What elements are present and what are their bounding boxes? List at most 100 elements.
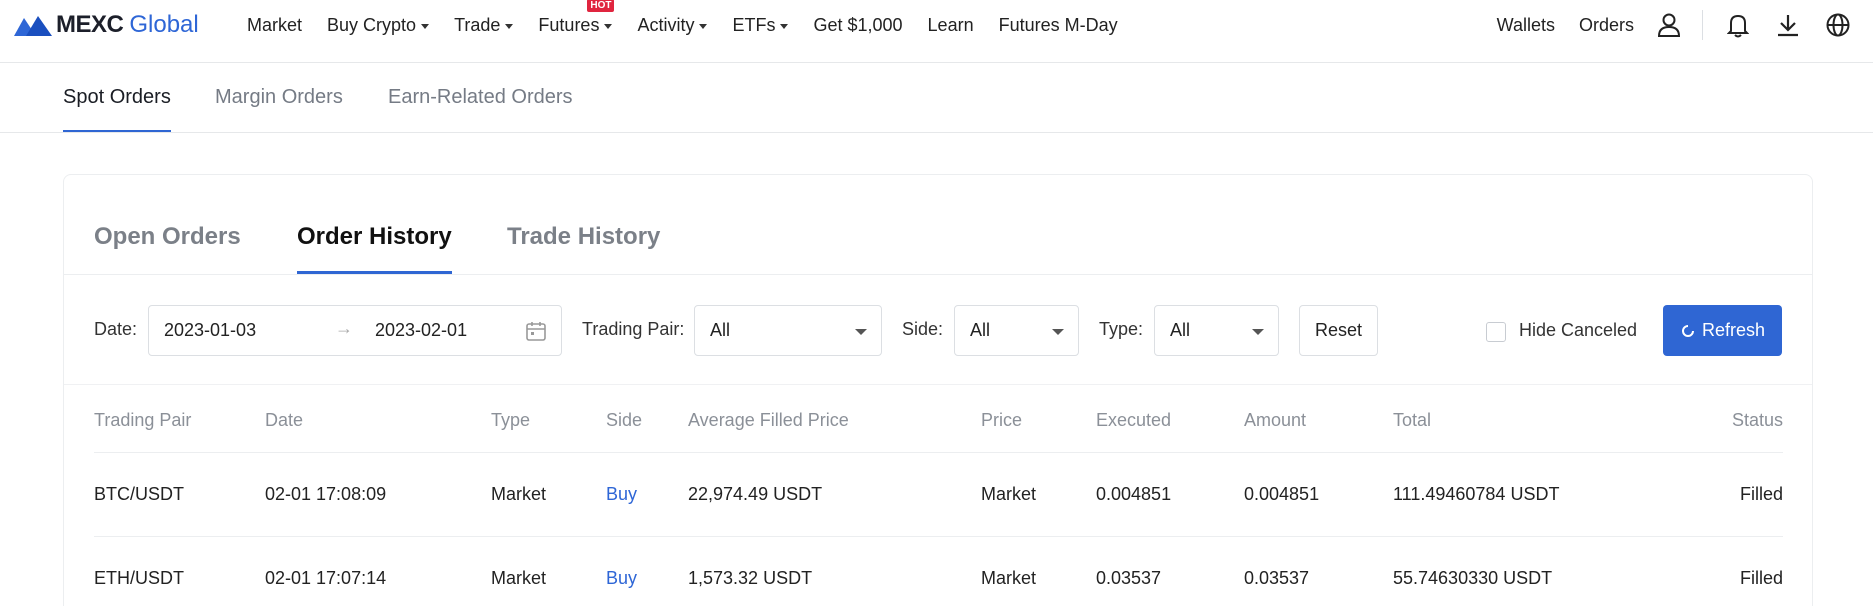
wallets-link[interactable]: Wallets (1496, 14, 1555, 35)
cell-type: Market (491, 536, 606, 606)
column-header: Average Filled Price (688, 390, 981, 453)
cell-price: Market (981, 452, 1096, 537)
cell-status: Filled (1673, 536, 1783, 606)
cell-avg-price: 22,974.49 USDT (688, 452, 981, 537)
side-select[interactable]: All (954, 305, 1079, 356)
nav-trade[interactable]: Trade (454, 13, 514, 37)
date-range-picker[interactable]: 2023-01-03 → 2023-02-01 (148, 305, 562, 356)
column-header: Trading Pair (94, 390, 265, 453)
nav-futures-mday[interactable]: Futures M-Day (999, 13, 1118, 37)
cell-status: Filled (1673, 452, 1783, 537)
date-label: Date: (94, 319, 138, 339)
date-end-input[interactable]: 2023-02-01 (375, 320, 468, 340)
cell-date: 02-01 17:07:14 (265, 536, 491, 606)
nav-etfs[interactable]: ETFs (732, 13, 789, 37)
column-header: Type (491, 390, 606, 453)
main-nav: Market Buy Crypto Trade Futures HOT Activ… (247, 0, 1143, 37)
cell-total: 111.49460784 USDT (1393, 452, 1673, 537)
tab-trade-history[interactable]: Trade History (507, 223, 661, 250)
cell-type: Market (491, 452, 606, 537)
refresh-label: Refresh (1701, 320, 1766, 340)
table-header-row: Trading Pair Date Type Side Average Fill… (94, 390, 1783, 453)
orders-link[interactable]: Orders (1578, 14, 1634, 35)
cell-pair: BTC/USDT (94, 452, 265, 537)
column-header: Side (606, 390, 688, 453)
cell-pair: ETH/USDT (94, 536, 265, 606)
trading-pair-value: All (710, 320, 731, 340)
tab-earn-related-orders[interactable]: Earn-Related Orders (388, 86, 573, 108)
brand-name: MEXC (56, 11, 124, 38)
hide-canceled-checkbox[interactable] (1486, 322, 1506, 342)
tab-margin-orders[interactable]: Margin Orders (215, 86, 343, 108)
nav-label: Buy Crypto (327, 14, 417, 35)
tab-open-orders[interactable]: Open Orders (94, 223, 241, 250)
nav-label: Trade (454, 14, 501, 35)
caret-down-icon (1252, 329, 1264, 335)
pair-label-text: Trading Pair (582, 319, 680, 339)
nav-label: Futures (538, 14, 600, 35)
caret-down-icon (780, 23, 789, 29)
table-row[interactable]: ETH/USDT 02-01 17:07:14 Market Buy 1,573… (94, 536, 1783, 606)
history-tabs: Open Orders Order History Trade History (64, 175, 1812, 275)
tab-spot-orders[interactable]: Spot Orders (63, 86, 171, 132)
cell-side: Buy (606, 536, 688, 606)
brand-suffix: Global (129, 11, 199, 38)
column-header: Executed (1096, 390, 1244, 453)
top-navbar: MEXC Global Market Buy Crypto Trade Futu… (0, 0, 1873, 63)
table-row[interactable]: BTC/USDT 02-01 17:08:09 Market Buy 22,97… (94, 452, 1783, 537)
refresh-icon (1682, 324, 1694, 337)
side-label-text: Side (902, 319, 939, 339)
nav-buy-crypto[interactable]: Buy Crypto (327, 13, 430, 37)
bell-icon[interactable] (1725, 12, 1751, 38)
caret-down-icon (1052, 329, 1064, 335)
cell-executed: 0.004851 (1096, 452, 1244, 537)
mexc-logo-icon (14, 16, 52, 36)
filter-bar: Date: 2023-01-03 → 2023-02-01 Trading Pa… (64, 275, 1812, 385)
column-header: Status (1673, 390, 1783, 453)
tab-order-history[interactable]: Order History (297, 223, 452, 274)
cell-price: Market (981, 536, 1096, 606)
cell-avg-price: 1,573.32 USDT (688, 536, 981, 606)
type-value: All (1170, 320, 1191, 340)
download-icon[interactable] (1775, 12, 1801, 38)
nav-futures[interactable]: Futures HOT (538, 0, 615, 37)
brand-logo[interactable]: MEXC Global (12, 10, 199, 40)
nav-label: Market (247, 14, 303, 35)
column-header: Total (1393, 390, 1673, 453)
globe-icon[interactable] (1825, 12, 1851, 38)
nav-learn[interactable]: Learn (928, 13, 974, 37)
pair-label: Trading Pair: (582, 319, 685, 339)
date-start-input[interactable]: 2023-01-03 (164, 320, 257, 340)
date-label-text: Date (94, 319, 133, 339)
orders-card: Open Orders Order History Trade History … (63, 174, 1813, 606)
reset-button[interactable]: Reset (1299, 305, 1378, 356)
nav-market[interactable]: Market (247, 13, 302, 37)
arrow-right-icon: → (335, 318, 353, 338)
type-label: Type: (1099, 319, 1144, 339)
cell-total: 55.74630330 USDT (1393, 536, 1673, 606)
hide-canceled-label[interactable]: Hide Canceled (1519, 320, 1638, 340)
caret-down-icon (855, 329, 867, 335)
side-label: Side: (902, 319, 944, 339)
trading-pair-select[interactable]: All (694, 305, 882, 356)
cell-amount: 0.03537 (1244, 536, 1393, 606)
user-icon[interactable] (1656, 12, 1682, 38)
type-label-text: Type (1099, 319, 1139, 339)
caret-down-icon (604, 23, 613, 29)
nav-label: Activity (637, 14, 695, 35)
nav-get-bonus[interactable]: Get $1,000 (813, 13, 902, 37)
calendar-icon[interactable] (525, 320, 547, 342)
cell-date: 02-01 17:08:09 (265, 452, 491, 537)
caret-down-icon (421, 23, 430, 29)
hot-badge: HOT (587, 0, 615, 12)
nav-activity[interactable]: Activity (637, 13, 708, 37)
order-type-tabs: Spot Orders Margin Orders Earn-Related O… (0, 64, 1873, 133)
order-history-table: Trading Pair Date Type Side Average Fill… (94, 390, 1783, 606)
type-select[interactable]: All (1154, 305, 1279, 356)
nav-divider (1702, 10, 1703, 40)
refresh-button[interactable]: Refresh (1663, 305, 1782, 356)
column-header: Price (981, 390, 1096, 453)
caret-down-icon (505, 23, 514, 29)
cell-side: Buy (606, 452, 688, 537)
cell-executed: 0.03537 (1096, 536, 1244, 606)
